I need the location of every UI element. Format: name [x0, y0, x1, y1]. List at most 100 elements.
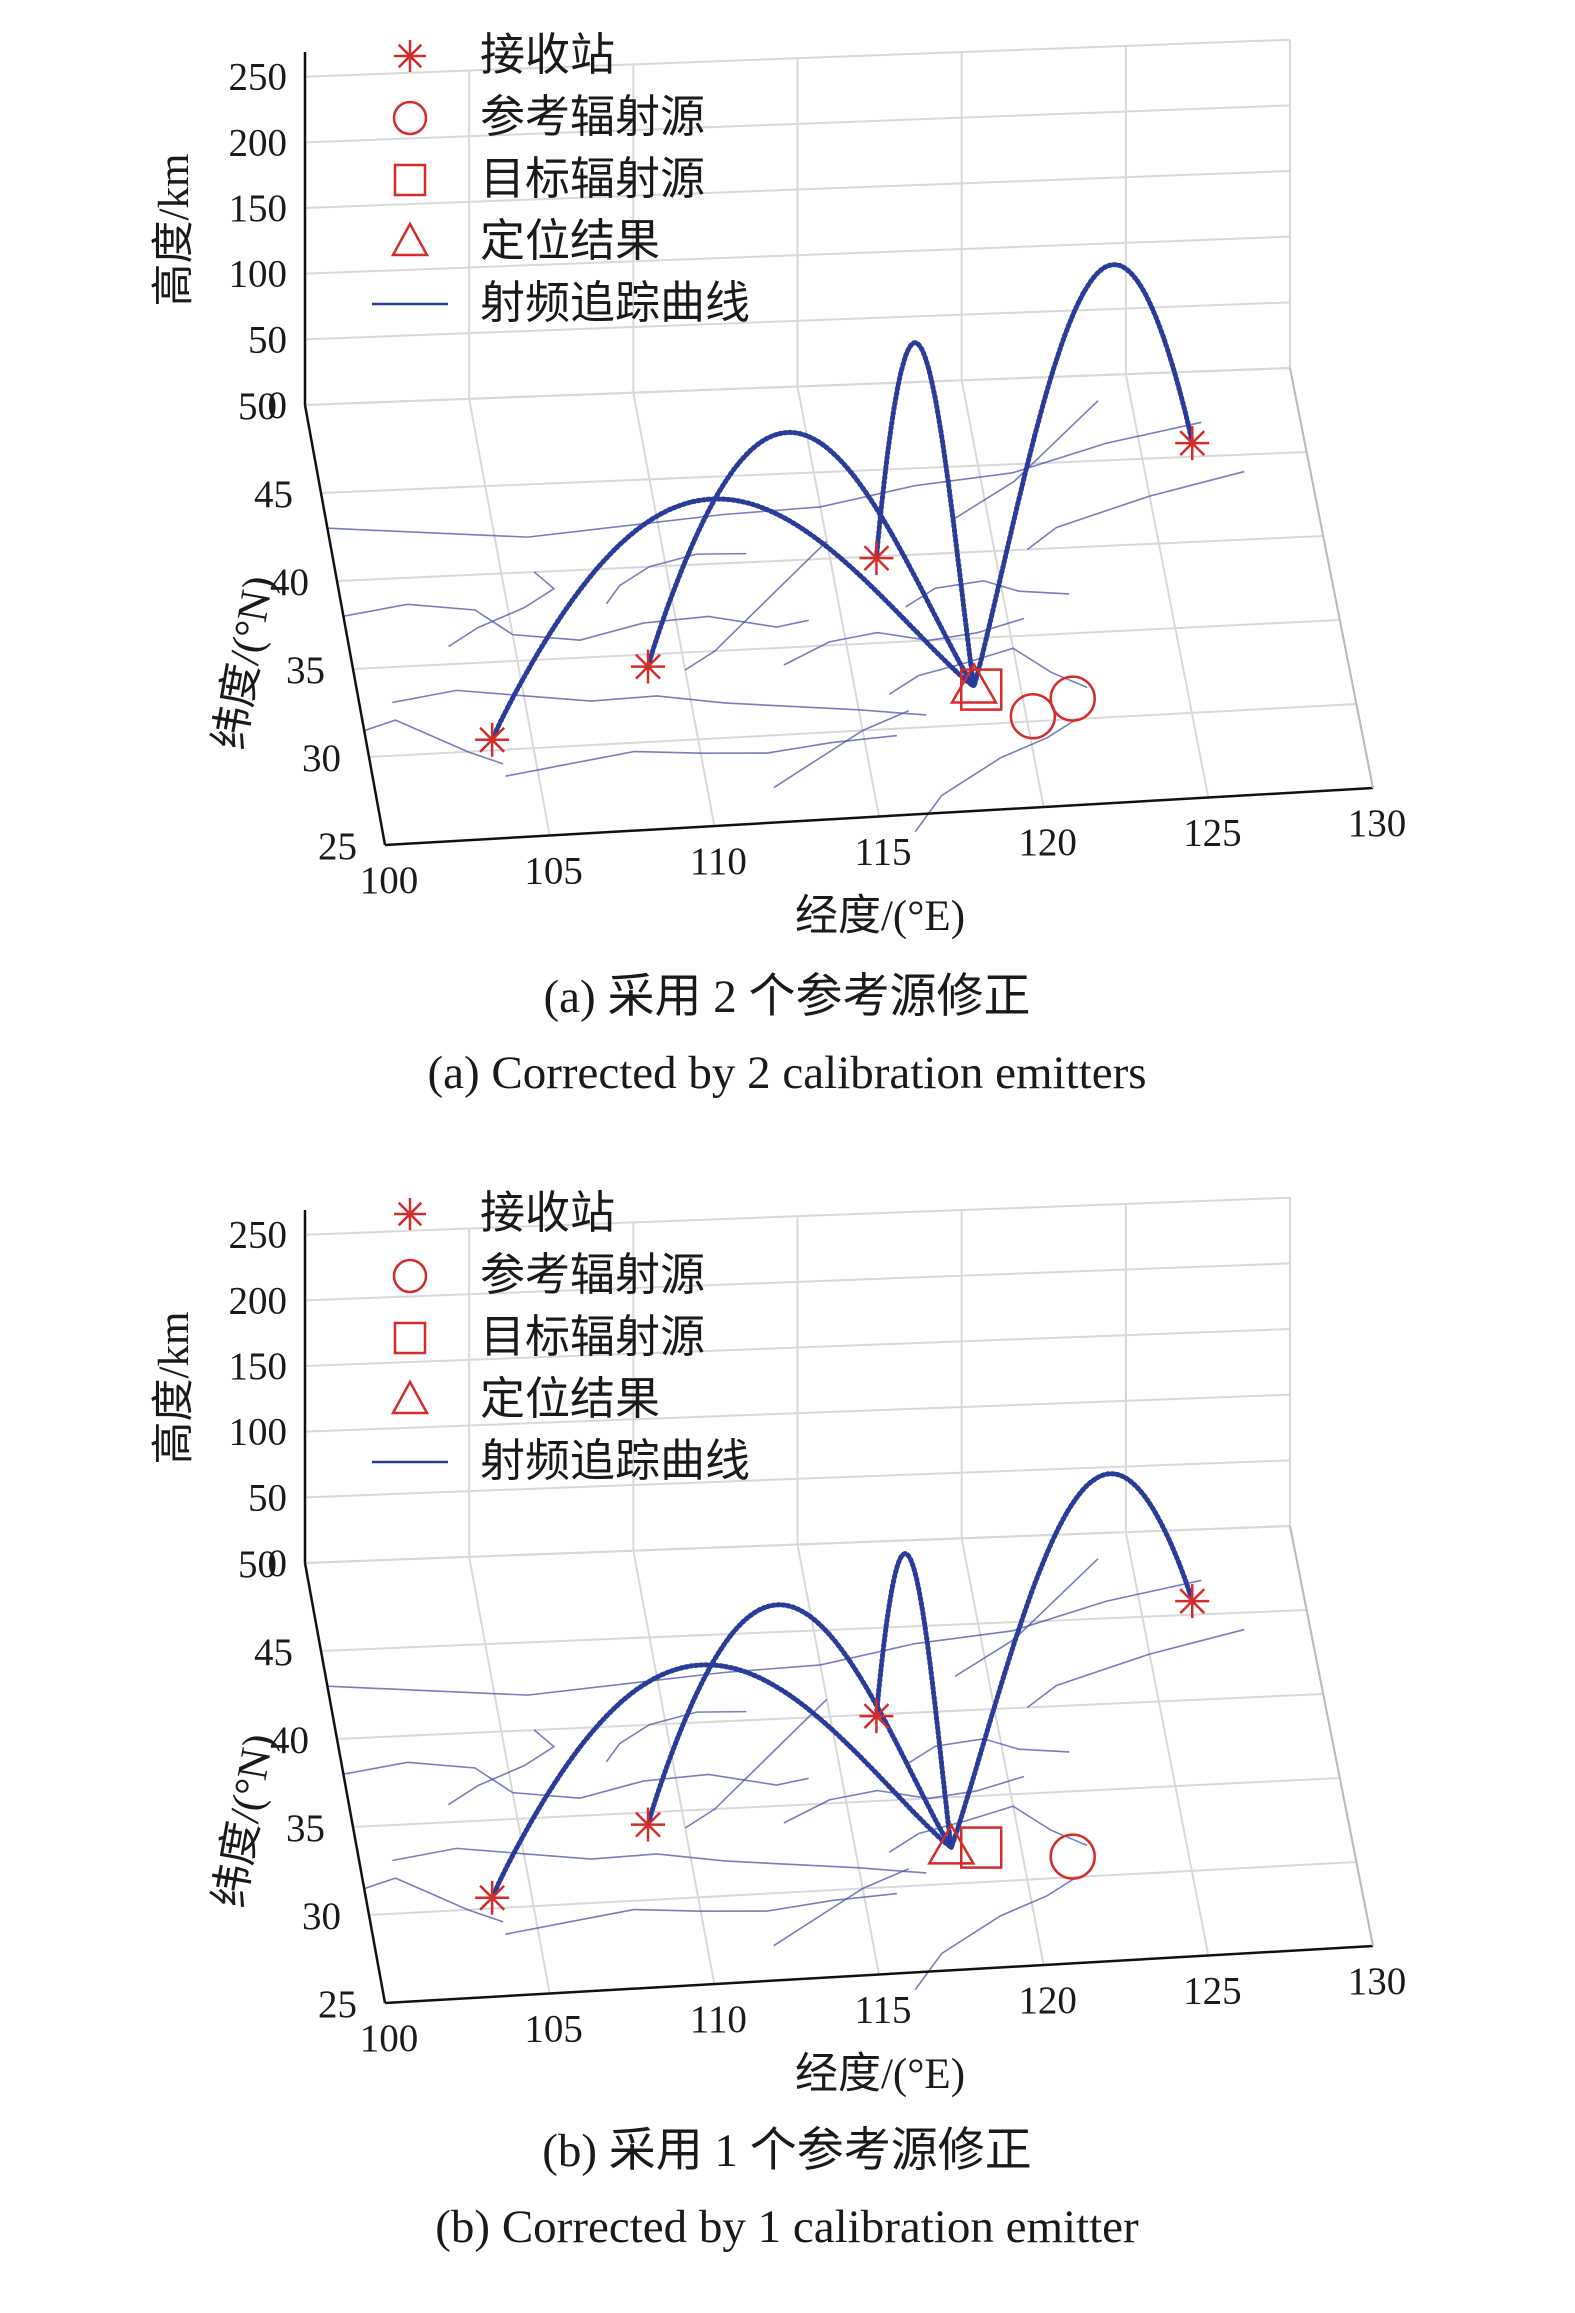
- map-borders-a: [327, 400, 1245, 833]
- receiving-station-marker: [631, 649, 666, 684]
- province-border: [327, 1579, 1202, 1696]
- x-tick-labels-b: 100 105 110 115 120 125 130: [360, 1960, 1407, 2060]
- tracking-curve: [873, 1551, 954, 1850]
- z-tick-label: 150: [229, 1345, 288, 1388]
- z-tick-label: 200: [229, 1279, 288, 1322]
- province-border: [343, 603, 809, 641]
- province-border: [392, 689, 927, 716]
- reference-emitter-marker: [1009, 692, 1057, 740]
- legend-entry: 参考辐射源: [480, 1250, 705, 1300]
- x-tick-label: 100: [360, 859, 419, 902]
- tracking-curve: [489, 496, 977, 743]
- province-border: [505, 1892, 898, 1935]
- receiving-station-marker: [394, 1198, 426, 1230]
- tracking-curve: [489, 1662, 954, 1901]
- y-tick-label: 45: [254, 1631, 293, 1674]
- x-tick-label: 130: [1348, 802, 1407, 845]
- tracking-curve: [645, 429, 977, 689]
- z-tick-label: 0: [268, 1542, 288, 1585]
- x-axis-label: 经度/(°E): [795, 2051, 965, 2098]
- y-tick-label: 50: [238, 1543, 277, 1586]
- receiving-station-marker: [859, 1699, 894, 1734]
- grid-line-x-floor: [468, 398, 551, 836]
- legend-entry: 参考辐射源: [480, 92, 705, 142]
- province-border: [605, 1710, 747, 1763]
- legend-entry: 目标辐射源: [480, 1312, 705, 1362]
- x-tick-label: 125: [1183, 1970, 1242, 2013]
- legend-entry: 接收站: [480, 1188, 615, 1238]
- receiving-station-marker: [475, 1880, 510, 1915]
- y-tick-label: 50: [238, 385, 277, 428]
- x-tick-label: 110: [690, 840, 747, 883]
- legend-square-icon: [393, 163, 427, 197]
- province-border: [392, 1847, 927, 1874]
- province-border: [888, 647, 1088, 696]
- grid-line-y-floor: [336, 1693, 1324, 1740]
- receiving-station-marker: [1175, 426, 1210, 461]
- reference-emitter-marker: [1049, 675, 1096, 722]
- caption-en-b: (b) Corrected by 1 calibration emitter: [435, 2201, 1139, 2253]
- z-axis-label: 高度/km: [151, 1312, 198, 1465]
- star-stroke: [479, 726, 506, 753]
- tracking-curve: [948, 1471, 1195, 1850]
- grid-line-y-floor: [304, 367, 1291, 406]
- province-border: [605, 552, 747, 605]
- y-tick-label: 30: [302, 1895, 341, 1938]
- y-tick-labels-b: 25 30 35 40 45 50: [238, 1543, 357, 2026]
- y-tick-label: 40: [270, 561, 309, 604]
- x-tick-label: 105: [524, 2008, 583, 2051]
- grid-lines-b: [304, 1196, 1374, 2004]
- star-stroke: [397, 1201, 423, 1227]
- province-border: [363, 1877, 504, 1923]
- star-stroke: [635, 653, 661, 680]
- legend-triangle-icon: [390, 221, 430, 257]
- province-border: [783, 1775, 1025, 1824]
- y-tick-label: 40: [270, 1719, 309, 1762]
- x-tick-label: 120: [1018, 1979, 1077, 2022]
- star-stroke: [635, 1811, 661, 1838]
- x-tick-label: 110: [690, 1998, 747, 2041]
- tracking-curve: [873, 340, 977, 689]
- province-border: [448, 571, 556, 648]
- grid-lines-a: [304, 38, 1374, 846]
- z-tick-label: 150: [229, 187, 288, 230]
- province-border: [1026, 470, 1245, 551]
- star-stroke: [397, 43, 423, 69]
- province-border: [363, 719, 504, 765]
- x-tick-label: 130: [1348, 1960, 1407, 2003]
- y-tick-labels-a: 25 30 35 40 45 50: [238, 385, 357, 868]
- receiving-station-marker: [475, 722, 510, 757]
- legend-entry: 射频追踪曲线: [480, 278, 750, 328]
- x-tick-label: 115: [854, 831, 911, 874]
- province-border: [448, 1729, 556, 1806]
- y-axis-label: 纬度/(°N): [206, 1730, 283, 1910]
- z-axis-label: 高度/km: [151, 154, 198, 307]
- grid-line-x-floor: [468, 1556, 551, 1994]
- x-tick-labels-a: 100 105 110 115 120 125 130: [360, 802, 1407, 902]
- z-tick-label: 250: [229, 1214, 288, 1257]
- province-border: [684, 1698, 828, 1829]
- province-border: [914, 1876, 1078, 1991]
- legend-square-icon: [393, 1321, 427, 1355]
- x-tick-label: 125: [1183, 812, 1242, 855]
- star-stroke: [1179, 430, 1206, 457]
- receiving-station-marker: [859, 541, 894, 576]
- province-border: [773, 709, 910, 789]
- z-tick-label: 250: [229, 56, 288, 99]
- legend-entry: 定位结果: [480, 216, 660, 266]
- legend-entry: 目标辐射源: [480, 154, 705, 204]
- z-tick-label: 50: [248, 318, 287, 361]
- grid-line-y-floor: [336, 535, 1324, 582]
- grid-line-x-floor: [632, 1550, 716, 1985]
- location-result-marker: [927, 1822, 976, 1865]
- star-stroke: [1179, 1588, 1206, 1615]
- star-stroke: [863, 1703, 890, 1730]
- y-tick-label: 25: [318, 1983, 357, 2026]
- map-borders-b: [327, 1558, 1245, 1991]
- reference-emitter-marker: [1049, 1833, 1096, 1880]
- caption-en-a: (a) Corrected by 2 calibration emitters: [427, 1047, 1146, 1099]
